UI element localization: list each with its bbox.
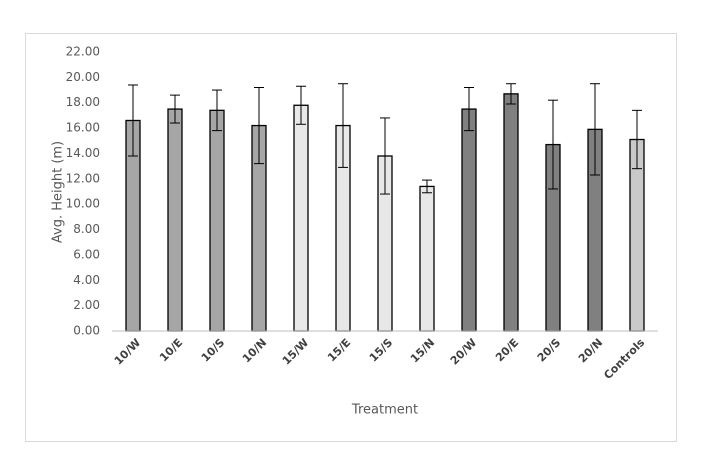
bar (167, 108, 183, 332)
y-tick-label: 2.00 (73, 298, 100, 312)
bar (419, 185, 435, 332)
y-tick-label: 8.00 (73, 222, 100, 236)
error-bar (212, 89, 222, 132)
error-bar (590, 83, 600, 176)
y-tick-label: 20.00 (66, 70, 100, 84)
error-bar (632, 109, 642, 170)
error-bar (128, 84, 138, 157)
y-tick-label: 18.00 (66, 95, 100, 109)
y-axis-label: Avg. Height (m) (51, 141, 66, 243)
bar (293, 104, 309, 332)
error-bar (296, 85, 306, 125)
error-bar (254, 87, 264, 165)
chart-border (25, 33, 677, 442)
y-tick-label: 22.00 (66, 45, 100, 59)
error-bar (170, 94, 180, 124)
y-tick-label: 10.00 (66, 197, 100, 211)
bar (209, 109, 225, 332)
error-bar (506, 83, 516, 105)
error-bar (548, 99, 558, 190)
bar (503, 93, 519, 332)
error-bar (338, 83, 348, 168)
error-bar (380, 117, 390, 195)
bar (461, 108, 477, 332)
y-tick-label: 0.00 (73, 324, 100, 338)
y-tick-label: 16.00 (66, 121, 100, 135)
x-axis-label: Treatment (351, 403, 418, 418)
error-bar (464, 87, 474, 132)
y-tick-label: 4.00 (73, 273, 100, 287)
y-tick-label: 6.00 (73, 247, 100, 261)
error-bar (422, 179, 432, 194)
y-tick-label: 14.00 (66, 146, 100, 160)
y-tick-label: 12.00 (66, 171, 100, 185)
